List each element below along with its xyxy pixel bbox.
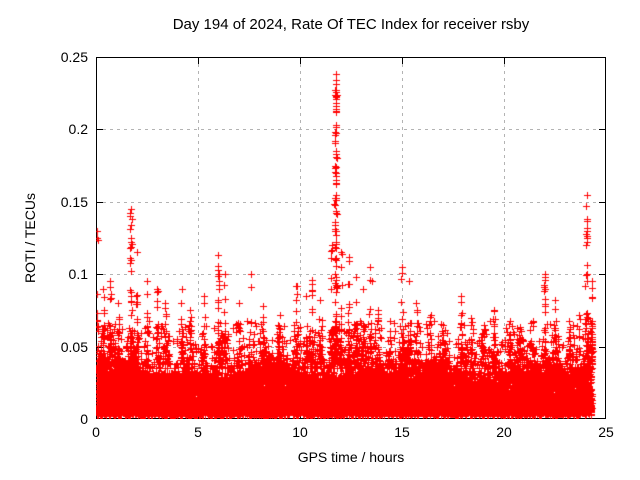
x-tick-label: 5 [194, 424, 202, 440]
x-axis-label: GPS time / hours [297, 449, 405, 465]
plot-area [96, 57, 606, 419]
x-tick-label: 25 [598, 424, 614, 440]
x-tick-label: 20 [496, 424, 512, 440]
chart-title: Day 194 of 2024, Rate Of TEC Index for r… [172, 16, 530, 33]
y-tick-label: 0 [80, 411, 88, 427]
y-tick-label: 0.1 [68, 266, 88, 283]
x-tick-label: 15 [394, 424, 410, 440]
y-tick-label: 0.25 [60, 49, 88, 65]
x-tick-label: 10 [292, 424, 308, 440]
y-tick-label: 0.15 [60, 193, 88, 210]
y-tick-label: 0.2 [68, 121, 88, 138]
x-tick-label: 0 [92, 424, 100, 440]
scatter-canvas [96, 57, 606, 419]
y-tick-label: 0.05 [60, 338, 88, 355]
